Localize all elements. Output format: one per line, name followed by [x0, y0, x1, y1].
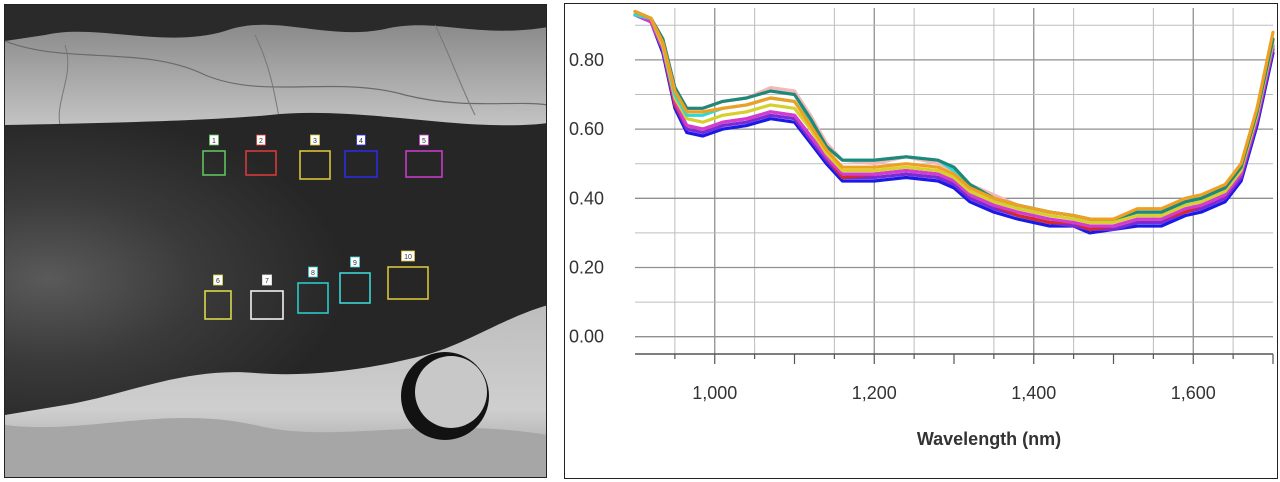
series-line-1	[633, 13, 1275, 235]
roi-label: 1	[212, 138, 216, 145]
roi-box	[339, 272, 371, 304]
roi-4: 4	[344, 134, 378, 178]
roi-7: 7	[250, 274, 284, 320]
y-tick-label: 0.40	[569, 188, 604, 208]
roi-8: 8	[297, 266, 329, 314]
roi-1: 1	[202, 134, 226, 176]
roi-box	[202, 150, 226, 176]
spectra-chart-panel: 0.00 0.20 0.40 0.60 0.80 1,000 1,200 1,400 1,60…	[564, 3, 1278, 479]
x-tick-label: 1,600	[1171, 383, 1216, 403]
roi-box	[405, 150, 443, 178]
roi-tag	[350, 256, 360, 268]
roi-label: 10	[404, 254, 412, 261]
roi-tag	[419, 134, 429, 146]
x-tick-labels: 1,000 1,200 1,400 1,600	[692, 383, 1216, 403]
nir-image-panel: 1 2 3 4 5 6 7 8 9 10	[4, 4, 547, 478]
y-tick-labels: 0.00 0.20 0.40 0.60 0.80	[569, 50, 604, 347]
roi-box	[344, 150, 378, 178]
roi-label: 6	[216, 278, 220, 285]
series-line-5	[633, 13, 1275, 225]
spectra-chart: 0.00 0.20 0.40 0.60 0.80 1,000 1,200 1,400 1,60…	[569, 8, 1275, 449]
roi-box	[297, 282, 329, 314]
y-tick-label: 0.20	[569, 258, 604, 278]
roi-box	[204, 290, 232, 320]
x-axis-label: Wavelength (nm)	[917, 429, 1061, 449]
roi-box	[245, 150, 277, 176]
x-tick-label: 1,400	[1011, 383, 1056, 403]
roi-tag	[401, 250, 415, 262]
roi-tag	[256, 134, 266, 146]
y-tick-label: 0.80	[569, 50, 604, 70]
roi-3: 3	[299, 134, 331, 180]
roi-10: 10	[387, 250, 429, 300]
roi-label: 9	[353, 260, 357, 267]
chart-grid	[635, 8, 1273, 354]
roi-tag	[209, 134, 219, 146]
roi-label: 7	[265, 278, 269, 285]
series-line-8	[633, 9, 1275, 221]
y-tick-label: 0.60	[569, 119, 604, 139]
series-line-9	[633, 9, 1275, 221]
series-line-4	[633, 13, 1275, 228]
nir-grayscale-image	[5, 5, 546, 477]
roi-tag	[308, 266, 318, 278]
roi-tag	[310, 134, 320, 146]
roi-9: 9	[339, 256, 371, 304]
roi-label: 8	[311, 270, 315, 277]
roi-label: 5	[422, 138, 426, 145]
roi-5: 5	[405, 134, 443, 178]
y-tick-label: 0.00	[569, 327, 604, 347]
roi-box	[299, 150, 331, 180]
roi-label: 3	[313, 138, 317, 145]
roi-tag	[213, 274, 223, 286]
roi-label: 2	[259, 138, 263, 145]
x-tick-label: 1,200	[852, 383, 897, 403]
roi-tag	[262, 274, 272, 286]
roi-overlay: 1 2 3 4 5 6 7 8 9 10	[202, 134, 443, 320]
roi-tag	[356, 134, 366, 146]
roi-6: 6	[204, 274, 232, 320]
chart-axes	[635, 353, 1274, 364]
roi-box	[387, 266, 429, 300]
x-tick-label: 1,000	[692, 383, 737, 403]
roi-label: 4	[359, 138, 363, 145]
chart-series-group	[633, 9, 1275, 235]
roi-2: 2	[245, 134, 277, 176]
roi-box	[250, 290, 284, 320]
